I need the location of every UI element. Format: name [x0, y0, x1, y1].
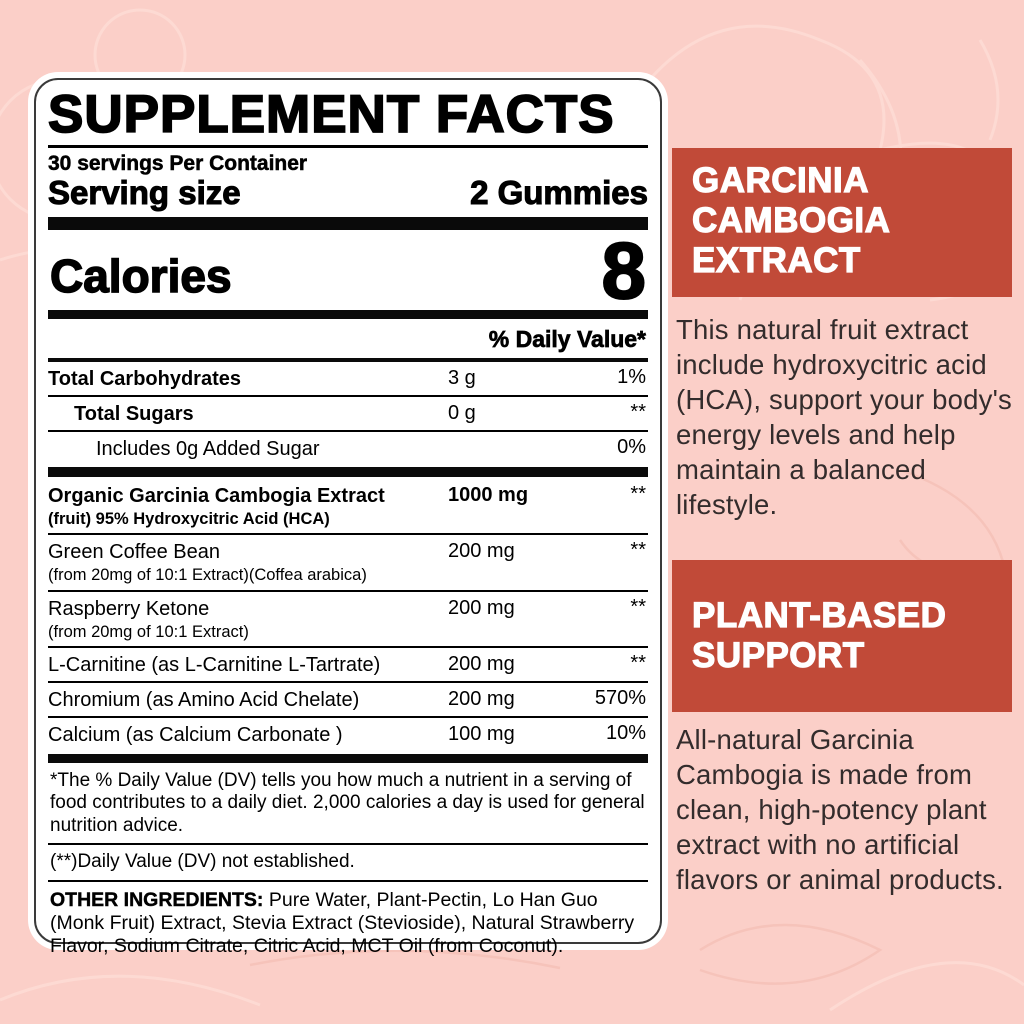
- nutrient-amount: 3 g: [448, 367, 476, 390]
- medium-divider: [48, 358, 648, 363]
- nutrient-daily-value: 1%: [617, 366, 646, 389]
- callout-heading: GARCINIA CAMBOGIA EXTRACT: [691, 160, 890, 280]
- nutrient-row-raspberry-ketone: Raspberry Ketone (from 20mg of 10:1 Extr…: [48, 592, 648, 648]
- nutrient-daily-value: 10%: [605, 721, 646, 744]
- serving-size-value: 2 Gummies: [470, 174, 649, 212]
- other-ingredients: OTHER INGREDIENTS: Pure Water, Plant-Pec…: [48, 882, 648, 958]
- nutrient-amount: 200 mg: [448, 687, 515, 710]
- calories-value: 8: [601, 225, 647, 315]
- nutrient-daily-value: **: [630, 539, 646, 562]
- nutrient-name: Total Sugars: [74, 403, 194, 426]
- nutrient-amount: 1000 mg: [448, 484, 529, 507]
- nutrient-row-added-sugar: Includes 0g Added Sugar 0%: [48, 432, 648, 465]
- nutrient-daily-value: 0%: [617, 436, 646, 459]
- nutrient-amount: 100 mg: [448, 722, 515, 745]
- nutrient-daily-value: **: [630, 401, 646, 424]
- nutrient-name: Includes 0g Added Sugar: [96, 438, 320, 461]
- nutrient-daily-value: **: [630, 595, 646, 618]
- daily-value-footnote: *The % Daily Value (DV) tells you how mu…: [50, 769, 645, 836]
- nutrient-row-garcinia-extract: Organic Garcinia Cambogia Extract (fruit…: [48, 479, 648, 536]
- thick-divider: [48, 216, 648, 230]
- supplement-facts-inner-border: SUPPLEMENT FACTS 30 servings Per Contain…: [34, 78, 662, 957]
- serving-size-row: Serving size 2 Gummies: [47, 174, 649, 212]
- nutrient-daily-value: 570%: [594, 686, 646, 709]
- serving-size-label: Serving size: [47, 174, 241, 212]
- calories-row: Calories 8: [48, 225, 648, 315]
- callout-heading: PLANT-BASED SUPPORT: [691, 595, 947, 675]
- nutrient-name: L-Carnitine (as L-Carnitine L-Tartrate): [48, 653, 381, 676]
- nutrient-name: Chromium (as Amino Acid Chelate): [48, 688, 360, 711]
- nutrient-detail: (from 20mg of 10:1 Extract)(Coffea arabi…: [48, 566, 367, 585]
- callout-garcinia-heading-box: GARCINIA CAMBOGIA EXTRACT: [672, 148, 1012, 297]
- nutrient-name: Calcium (as Calcium Carbonate ): [48, 723, 343, 746]
- daily-value-header: % Daily Value*: [488, 326, 646, 353]
- thick-divider: [48, 310, 648, 320]
- nutrient-name: Organic Garcinia Cambogia Extract: [48, 485, 385, 508]
- nutrient-amount: 200 mg: [448, 652, 515, 675]
- other-ingredients-text: Pure Water, Plant-Pectin, Lo Han Guo (Mo…: [50, 888, 635, 957]
- footnote-divider: [48, 879, 648, 882]
- nutrient-row-green-coffee-bean: Green Coffee Bean (from 20mg of 10:1 Ext…: [48, 535, 648, 592]
- title-divider: [48, 145, 648, 149]
- servings-per-container: 30 servings Per Container: [48, 152, 308, 176]
- nutrient-detail: (from 20mg of 10:1 Extract): [48, 622, 249, 641]
- supplement-facts-panel: SUPPLEMENT FACTS 30 servings Per Contain…: [28, 72, 668, 957]
- nutrient-amount: 200 mg: [448, 540, 515, 563]
- nutrient-amount: 200 mg: [448, 596, 515, 619]
- nutrient-name: Green Coffee Bean: [48, 541, 220, 564]
- not-established-footnote: (**)Daily Value (DV) not established.: [50, 850, 355, 872]
- calories-label: Calories: [49, 250, 232, 303]
- nutrient-daily-value: **: [630, 651, 646, 674]
- callout-garcinia-body-text: This natural fruit extract include hydro…: [676, 314, 1012, 520]
- nutrient-name: Raspberry Ketone: [48, 597, 210, 620]
- nutrient-row-total-sugars: Total Sugars 0 g **: [48, 397, 648, 433]
- nutrient-amount: 0 g: [448, 402, 476, 425]
- footnote-divider: [48, 842, 648, 845]
- supplement-facts-title: SUPPLEMENT FACTS: [47, 85, 615, 144]
- nutrient-row-l-carnitine: L-Carnitine (as L-Carnitine L-Tartrate) …: [48, 648, 648, 683]
- thick-divider: [48, 753, 648, 763]
- nutrient-daily-value: **: [630, 483, 646, 506]
- nutrient-row-calcium: Calcium (as Calcium Carbonate ) 100 mg 1…: [48, 718, 648, 751]
- other-ingredients-label: OTHER INGREDIENTS:: [50, 888, 264, 911]
- callout-plant-based-heading-box: PLANT-BASED SUPPORT: [672, 560, 1012, 712]
- nutrient-detail: (fruit) 95% Hydroxycitric Acid (HCA): [48, 510, 330, 529]
- nutrient-row-chromium: Chromium (as Amino Acid Chelate) 200 mg …: [48, 683, 648, 718]
- callout-plant-based-body-text: All-natural Garcinia Cambogia is made fr…: [676, 724, 1004, 895]
- nutrient-name: Total Carbohydrates: [48, 368, 241, 391]
- thick-divider: [48, 467, 648, 478]
- nutrient-row-total-carbohydrates: Total Carbohydrates 3 g 1%: [48, 362, 648, 398]
